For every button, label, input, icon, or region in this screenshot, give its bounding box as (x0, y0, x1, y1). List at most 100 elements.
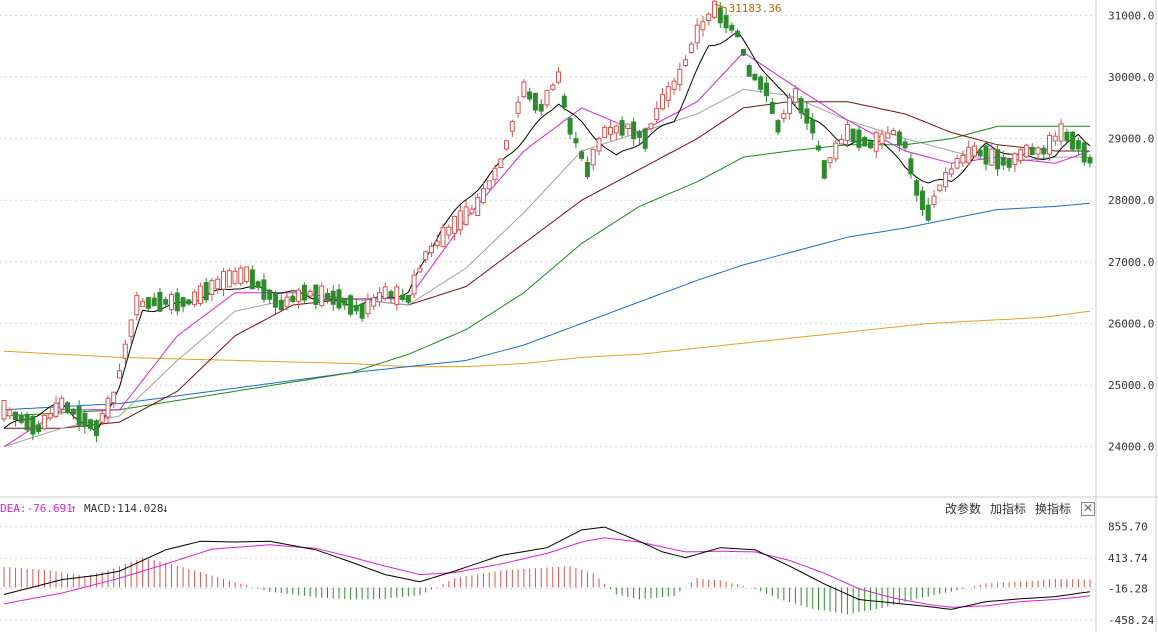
candle-down (804, 108, 810, 124)
candle-down (163, 299, 169, 305)
candle-down (538, 104, 544, 112)
change-params-button[interactable]: 改参数 (945, 502, 982, 516)
candle-down (1064, 131, 1070, 142)
candle-up (885, 132, 891, 139)
candle-down (816, 145, 821, 151)
candle-up (509, 121, 515, 132)
candle-up (128, 319, 134, 337)
y-tick-label: 27000.0 (1108, 256, 1154, 269)
candle-up (457, 210, 463, 231)
candle-up (428, 245, 434, 254)
candle-down (1041, 147, 1047, 155)
candle-up (440, 227, 446, 248)
candle-down (203, 282, 209, 301)
candle-up (787, 97, 793, 114)
ma60-line (3, 125, 1090, 417)
candle-down (388, 291, 394, 298)
candle-down (400, 294, 406, 301)
candle-up (989, 148, 995, 166)
candle-down (93, 420, 99, 437)
candle-up (7, 409, 13, 417)
candle-up (319, 285, 325, 307)
macd-value: MACD:114.028 (84, 502, 164, 515)
candle-down (579, 151, 585, 159)
candle-down (723, 14, 729, 29)
macd-y-tick-label: -458.24 (1108, 614, 1155, 627)
candle-down (70, 408, 76, 415)
candle-down (995, 149, 1001, 170)
candle-down (908, 158, 914, 175)
candle-down (151, 297, 157, 307)
candle-up (654, 108, 660, 120)
candle-up (948, 168, 954, 175)
candle-down (261, 279, 267, 300)
candle-down (752, 73, 758, 81)
candle-down (983, 145, 989, 165)
macd-y-tick-label: 413.74 (1108, 552, 1148, 565)
candle-down (914, 180, 920, 196)
ma30-line (4, 101, 1090, 429)
candle-down (342, 298, 348, 306)
candle-up (683, 59, 689, 66)
candle-down (30, 415, 36, 435)
candle-up (550, 84, 556, 90)
candle-down (18, 415, 24, 423)
candle-up (515, 101, 521, 114)
candle-down (278, 299, 284, 311)
candle-down (896, 131, 902, 146)
y-tick-label: 24000.0 (1108, 441, 1154, 454)
candle-up (873, 131, 879, 152)
candle-up (377, 292, 382, 303)
candle-up (105, 397, 111, 418)
ma120-line (3, 202, 1091, 411)
candle-down (24, 413, 30, 431)
candle-up (382, 286, 388, 299)
y-tick-label: 28000.0 (1108, 194, 1154, 207)
candle-up (498, 158, 504, 168)
candle-down (273, 292, 278, 308)
down-arrow-icon: ↓ (162, 502, 169, 515)
candle-down (631, 121, 637, 140)
candle-up (226, 270, 232, 288)
candle-down (290, 295, 296, 303)
candle-down (925, 204, 931, 221)
candle-down (862, 137, 868, 147)
add-indicator-button[interactable]: 加指标 (990, 502, 1027, 516)
candle-up (215, 278, 221, 290)
candle-up (700, 21, 706, 31)
switch-indicator-button[interactable]: 换指标 (1035, 502, 1072, 516)
candle-down (330, 290, 336, 305)
candle-up (134, 294, 140, 316)
candle-up (665, 86, 671, 101)
up-arrow-icon: ↑ (70, 502, 77, 515)
candle-up (1058, 123, 1064, 142)
candle-down (902, 141, 908, 149)
candle-up (192, 291, 198, 306)
candle-up (244, 266, 250, 282)
y-tick-label: 29000.0 (1108, 133, 1154, 146)
candle-up (556, 71, 561, 83)
candle-down (405, 294, 411, 303)
candle-up (365, 298, 371, 315)
candle-up (209, 280, 215, 296)
candle-down (769, 101, 775, 114)
y-tick-label: 25000.0 (1108, 379, 1154, 392)
candle-down (717, 7, 723, 24)
candle-down (249, 269, 255, 290)
candle-up (544, 89, 550, 106)
candle-up (671, 80, 677, 90)
close-icon[interactable]: ✕ (1081, 501, 1095, 516)
candle-up (1035, 147, 1041, 155)
candle-down (145, 297, 151, 309)
candle-down (180, 297, 186, 307)
candle-up (602, 126, 608, 139)
candle-up (47, 413, 53, 419)
candle-up (504, 140, 509, 150)
candle-up (469, 208, 475, 214)
candle-up (706, 13, 712, 21)
candle-down (810, 119, 816, 134)
candle-down (1087, 157, 1093, 164)
candle-up (677, 68, 683, 86)
candle-down (775, 120, 781, 133)
candle-up (827, 157, 833, 164)
